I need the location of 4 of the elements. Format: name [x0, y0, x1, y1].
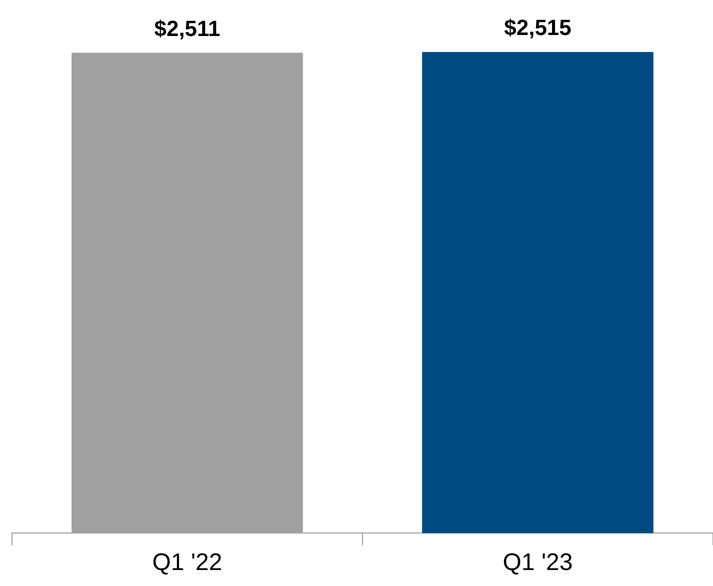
x-tick-label: Q1 '23 — [502, 549, 573, 576]
x-tick-label: Q1 '22 — [152, 549, 222, 576]
data-label: $2,515 — [504, 15, 572, 40]
data-label: $2,511 — [154, 16, 220, 41]
